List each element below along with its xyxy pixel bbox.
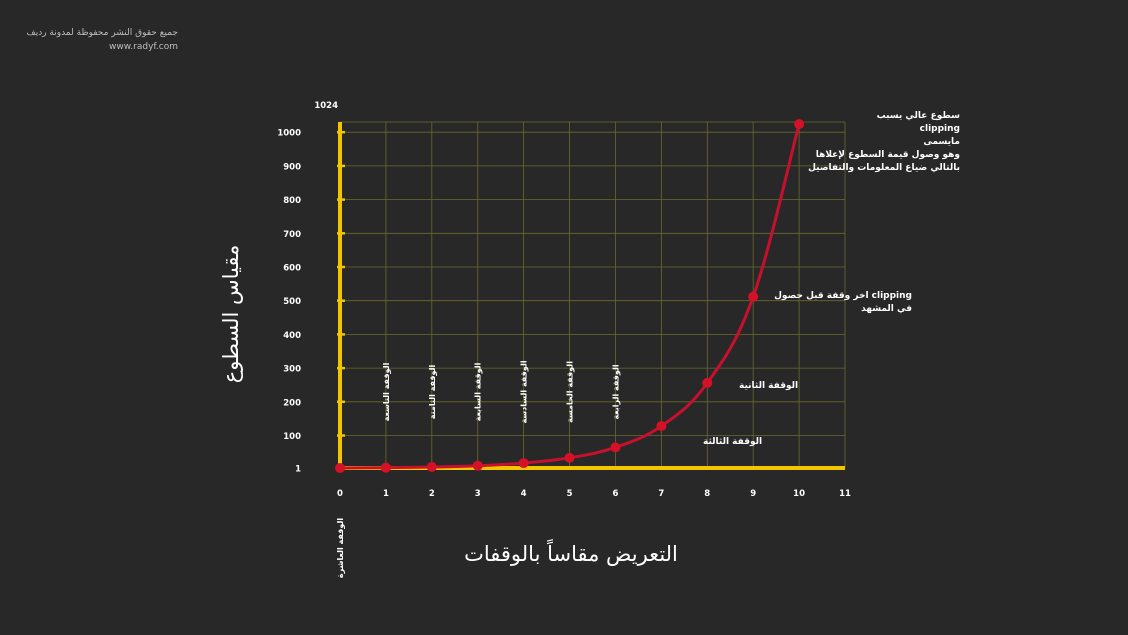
x-tick-label: 11 bbox=[839, 489, 851, 499]
stop-label: الوقفة السادسة bbox=[520, 360, 529, 423]
website-url: www.radyf.com bbox=[109, 42, 178, 52]
data-point bbox=[610, 442, 621, 453]
x-tick-label: 0 bbox=[337, 489, 343, 499]
x-tick-label: 9 bbox=[750, 489, 756, 499]
x-tick-label: 6 bbox=[612, 489, 618, 499]
x-tick-label: 5 bbox=[567, 489, 573, 499]
annotation-text: الوقفة الثانية bbox=[739, 381, 798, 391]
stop-label: الوقفة الرابعة bbox=[611, 364, 620, 419]
annotation-text: الوقفة الثالثة bbox=[703, 437, 762, 447]
annotation-text: وهو وصول قيمة السطوع لإعلاها bbox=[816, 150, 960, 160]
x-tick-label: 1 bbox=[383, 489, 389, 499]
data-point bbox=[564, 452, 575, 463]
data-point bbox=[335, 463, 345, 473]
data-point bbox=[794, 119, 805, 130]
data-point bbox=[656, 421, 667, 432]
x-axis-title: التعريض مقاساً بالوقفات bbox=[464, 538, 678, 566]
x-tick-label: 2 bbox=[429, 489, 435, 499]
annotation-text: clipping bbox=[920, 124, 960, 134]
y-tick-label: 300 bbox=[283, 365, 301, 375]
copyright-text: جميع حقوق النشر محفوظة لمدونة رديف bbox=[26, 28, 178, 38]
stop-label: الوقفة التاسعة bbox=[382, 362, 391, 421]
y-tick-label: 200 bbox=[283, 398, 301, 408]
data-point bbox=[472, 460, 483, 471]
y-tick-label: 700 bbox=[283, 230, 301, 240]
series-line bbox=[338, 122, 801, 470]
y-tick-label: 100 bbox=[283, 432, 301, 442]
y-axis-title: مقياس السطوع bbox=[219, 245, 243, 384]
stop-label: الوقفة العاشرة bbox=[336, 518, 345, 578]
stop-label: الوقفة الثامنة bbox=[428, 365, 437, 420]
x-tick-label: 3 bbox=[475, 489, 481, 499]
annotation-text: سطوع عالي يسبب bbox=[877, 111, 961, 121]
x-tick-label: 8 bbox=[704, 489, 710, 499]
y-tick-label: 800 bbox=[283, 196, 301, 206]
annotation-text: بالتالي ضياع المعلومات والتفاصيل bbox=[808, 163, 960, 173]
y-tick-label: 600 bbox=[283, 264, 301, 274]
annotation-text: في المشهد bbox=[861, 304, 912, 314]
x-tick-label: 10 bbox=[793, 489, 805, 499]
data-point bbox=[518, 458, 529, 469]
y-tick-label: 400 bbox=[283, 331, 301, 341]
stop-label: الوقفة الخامسة bbox=[566, 361, 575, 423]
data-point bbox=[426, 462, 437, 473]
y-tick-label: 500 bbox=[283, 297, 301, 307]
y-top-label: 1024 bbox=[314, 101, 338, 111]
data-point bbox=[380, 462, 391, 473]
x-tick-label: 7 bbox=[658, 489, 664, 499]
data-point bbox=[702, 377, 713, 388]
y-tick-label: 900 bbox=[283, 162, 301, 172]
x-tick-label: 4 bbox=[521, 489, 527, 499]
stop-label: الوقفة السابعة bbox=[474, 362, 483, 421]
annotation-text: اخر وقفة قبل حصول clipping bbox=[774, 291, 912, 301]
y-tick-label: 1000 bbox=[277, 129, 301, 139]
y-tick-label: 1 bbox=[295, 465, 301, 475]
annotation-text: مايسمى bbox=[923, 137, 960, 147]
data-point bbox=[748, 291, 759, 302]
